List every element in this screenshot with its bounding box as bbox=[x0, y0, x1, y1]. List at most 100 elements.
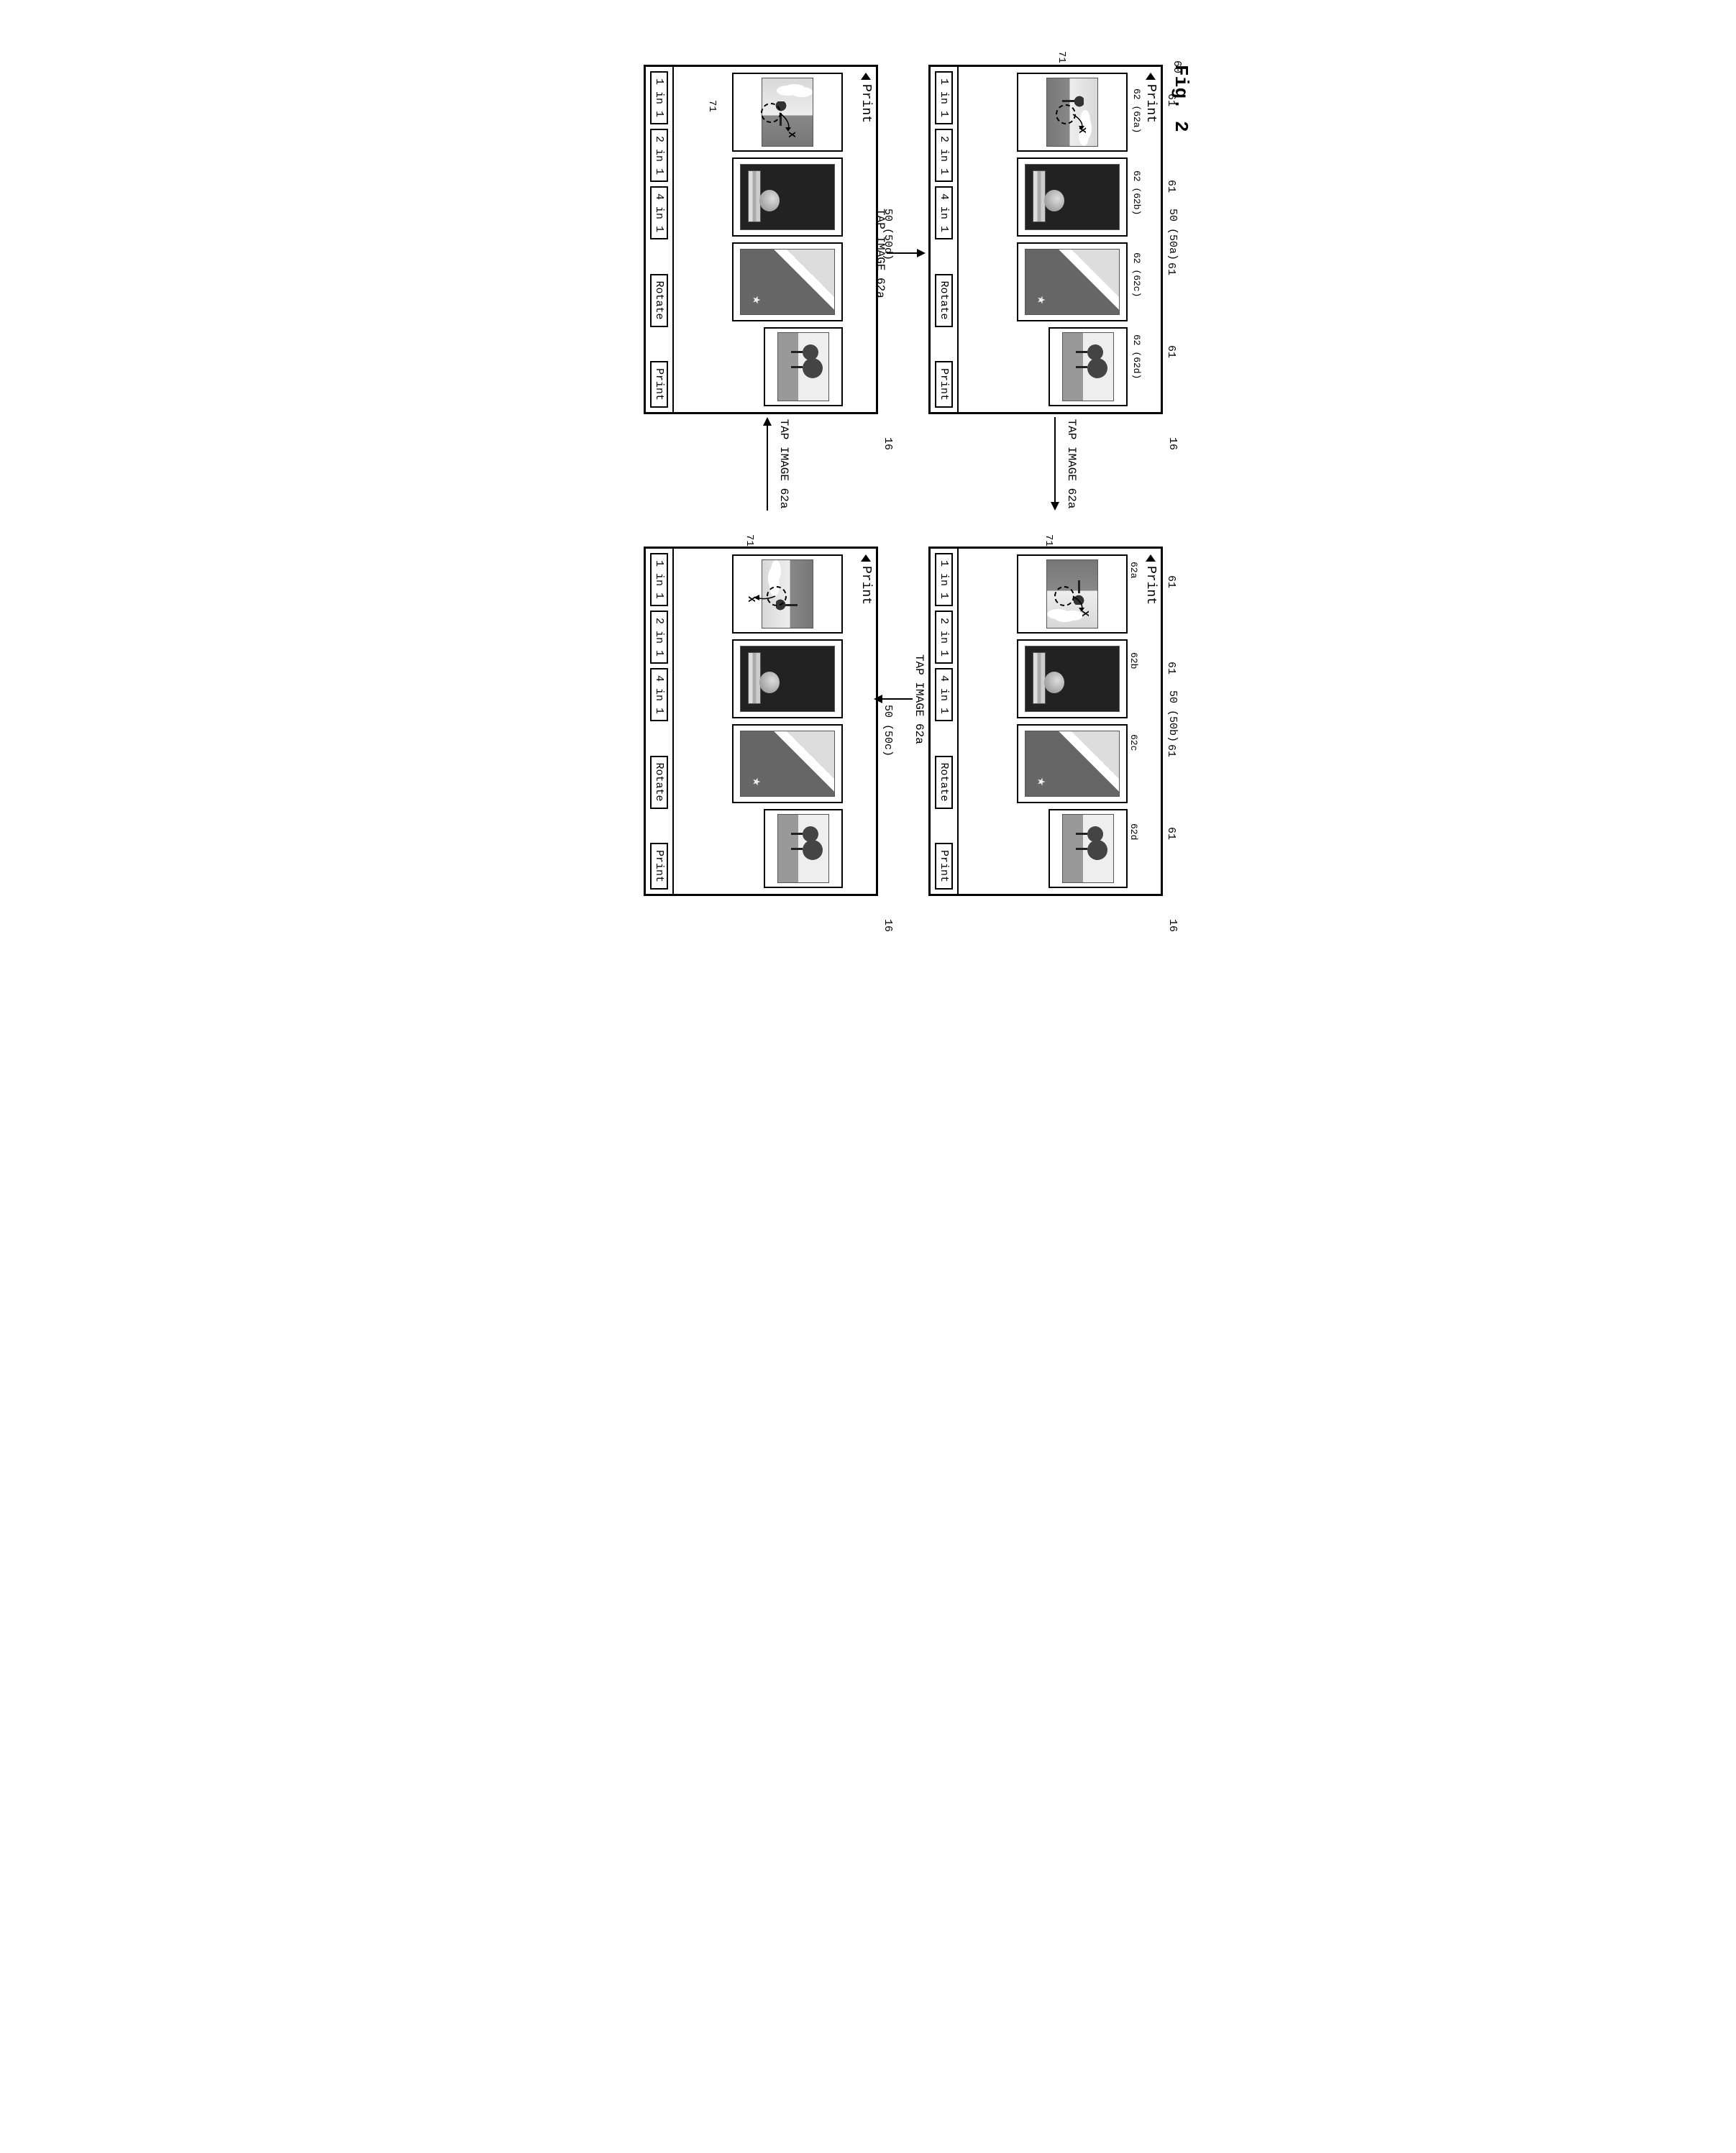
screen-50b: Print 62a 62b 62c 62d X bbox=[928, 547, 1163, 896]
ann-50b: 50 (50b) bbox=[1166, 690, 1179, 742]
btn-4in1[interactable]: 4 in 1 bbox=[650, 186, 668, 239]
ann-71-b: 71 bbox=[1043, 534, 1054, 547]
btn-2in1[interactable]: 2 in 1 bbox=[935, 611, 953, 664]
arrow-icon bbox=[874, 692, 913, 706]
ann-71-d: 71 bbox=[706, 100, 718, 112]
trans-label: TAP IMAGE 62a bbox=[1065, 417, 1078, 511]
ann-61-a3: 61 bbox=[1165, 262, 1177, 275]
cell-b: 50 (50b) 16 61 61 61 61 Print 62a 62b 62… bbox=[928, 547, 1163, 928]
ann-61-b1: 61 bbox=[1165, 575, 1177, 588]
page-c3[interactable]: ★ bbox=[732, 724, 843, 803]
page-d2[interactable] bbox=[732, 157, 843, 237]
header-a: Print bbox=[1141, 67, 1161, 412]
arrow-icon bbox=[1048, 417, 1062, 511]
img-62b bbox=[740, 646, 835, 712]
ann-62a-b: 62a bbox=[1128, 562, 1139, 578]
figure-grid: 60 50 (50a) 16 61 61 61 61 Print 62 (62a… bbox=[644, 65, 1163, 928]
ann-62b-b: 62b bbox=[1128, 652, 1139, 669]
btn-rotate[interactable]: Rotate bbox=[935, 756, 953, 809]
transition-b-c: TAP IMAGE 62a bbox=[874, 654, 926, 744]
btn-4in1[interactable]: 4 in 1 bbox=[935, 668, 953, 721]
transition-d-a: TAP IMAGE 62a bbox=[874, 209, 926, 298]
transition-c-d: TAP IMAGE 62a bbox=[760, 417, 775, 511]
header-label: Print bbox=[859, 84, 873, 123]
header-b: Print bbox=[1141, 549, 1161, 894]
toolbar-b: 1 in 1 2 in 1 4 in 1 Rotate Print bbox=[931, 549, 959, 894]
btn-4in1[interactable]: 4 in 1 bbox=[935, 186, 953, 239]
thumbs-d: X ★ bbox=[674, 67, 846, 412]
img-62b bbox=[1025, 164, 1120, 230]
screen-50d: Print 62a X ★ bbox=[644, 65, 878, 414]
back-icon[interactable] bbox=[861, 73, 871, 80]
back-icon[interactable] bbox=[1146, 73, 1156, 80]
thumbs-a: X ★ bbox=[959, 67, 1130, 412]
btn-print[interactable]: Print bbox=[935, 361, 953, 408]
tap-arrow-svg bbox=[777, 110, 797, 134]
btn-2in1[interactable]: 2 in 1 bbox=[935, 129, 953, 182]
btn-rotate[interactable]: Rotate bbox=[650, 756, 668, 809]
page-c2[interactable] bbox=[732, 639, 843, 718]
header-d: Print bbox=[856, 67, 876, 412]
ann-62d-b: 62d bbox=[1128, 823, 1139, 840]
cell-c: 50 (50c) 16 61 62a Print X bbox=[644, 547, 878, 928]
header-label: Print bbox=[1143, 84, 1158, 123]
page-a2[interactable] bbox=[1017, 157, 1128, 237]
btn-rotate[interactable]: Rotate bbox=[935, 274, 953, 327]
toolbar-a: 1 in 1 2 in 1 4 in 1 Rotate Print bbox=[931, 67, 959, 412]
screen-50c: Print X ★ bbox=[644, 547, 878, 896]
img-62c: ★ bbox=[1025, 731, 1120, 797]
img-62c: ★ bbox=[740, 731, 835, 797]
btn-4in1[interactable]: 4 in 1 bbox=[650, 668, 668, 721]
ann-62a-full: 62 (62a) bbox=[1131, 88, 1142, 133]
back-icon[interactable] bbox=[1146, 554, 1156, 562]
transition-a-b: TAP IMAGE 62a bbox=[1048, 417, 1062, 511]
ann-60: 60 bbox=[1171, 60, 1183, 73]
img-62c: ★ bbox=[1025, 249, 1120, 315]
page-a4[interactable] bbox=[1049, 327, 1128, 406]
btn-print[interactable]: Print bbox=[650, 843, 668, 890]
arrow-icon bbox=[760, 417, 775, 511]
page-d3[interactable]: ★ bbox=[732, 242, 843, 321]
figure: Fig. 2 60 50 (50a) 16 61 61 61 61 Print … bbox=[544, 65, 1192, 928]
back-icon[interactable] bbox=[861, 554, 871, 562]
btn-print[interactable]: Print bbox=[935, 843, 953, 890]
trans-label: TAP IMAGE 62a bbox=[777, 417, 790, 511]
img-62d bbox=[1062, 332, 1114, 401]
btn-1in1[interactable]: 1 in 1 bbox=[935, 553, 953, 606]
tap-arrow-svg bbox=[1070, 111, 1089, 133]
arrow-icon bbox=[887, 246, 926, 260]
page-c1[interactable]: X bbox=[732, 554, 843, 634]
page-d1[interactable]: X bbox=[732, 73, 843, 152]
page-b1[interactable]: X bbox=[1017, 554, 1128, 634]
btn-2in1[interactable]: 2 in 1 bbox=[650, 129, 668, 182]
btn-print[interactable]: Print bbox=[650, 361, 668, 408]
page-b3[interactable]: ★ bbox=[1017, 724, 1128, 803]
img-62b bbox=[740, 164, 835, 230]
btn-1in1[interactable]: 1 in 1 bbox=[650, 553, 668, 606]
ann-62c-b: 62c bbox=[1128, 734, 1139, 751]
page-b2[interactable] bbox=[1017, 639, 1128, 718]
ann-62c-full: 62 (62c) bbox=[1131, 252, 1142, 297]
ann-71-c: 71 bbox=[744, 534, 755, 547]
page-a3[interactable]: ★ bbox=[1017, 242, 1128, 321]
img-62d bbox=[1062, 814, 1114, 883]
ann-16-b: 16 bbox=[1166, 919, 1179, 932]
figure-label: Fig. 2 bbox=[1170, 65, 1192, 928]
ann-61-a2: 61 bbox=[1165, 180, 1177, 193]
page-d4[interactable] bbox=[764, 327, 843, 406]
btn-rotate[interactable]: Rotate bbox=[650, 274, 668, 327]
toolbar-c: 1 in 1 2 in 1 4 in 1 Rotate Print bbox=[646, 549, 674, 894]
btn-1in1[interactable]: 1 in 1 bbox=[935, 71, 953, 124]
ann-61-a4: 61 bbox=[1165, 345, 1177, 358]
page-b4[interactable] bbox=[1049, 809, 1128, 888]
header-label: Print bbox=[859, 566, 873, 605]
btn-2in1[interactable]: 2 in 1 bbox=[650, 611, 668, 664]
ann-62d-full: 62 (62d) bbox=[1131, 334, 1142, 379]
trans-label: TAP IMAGE 62a bbox=[913, 654, 926, 744]
img-62c: ★ bbox=[740, 249, 835, 315]
page-c4[interactable] bbox=[764, 809, 843, 888]
btn-1in1[interactable]: 1 in 1 bbox=[650, 71, 668, 124]
page-a1[interactable]: X bbox=[1017, 73, 1128, 152]
img-62d bbox=[777, 332, 829, 401]
thumbs-c: X ★ bbox=[674, 549, 846, 894]
